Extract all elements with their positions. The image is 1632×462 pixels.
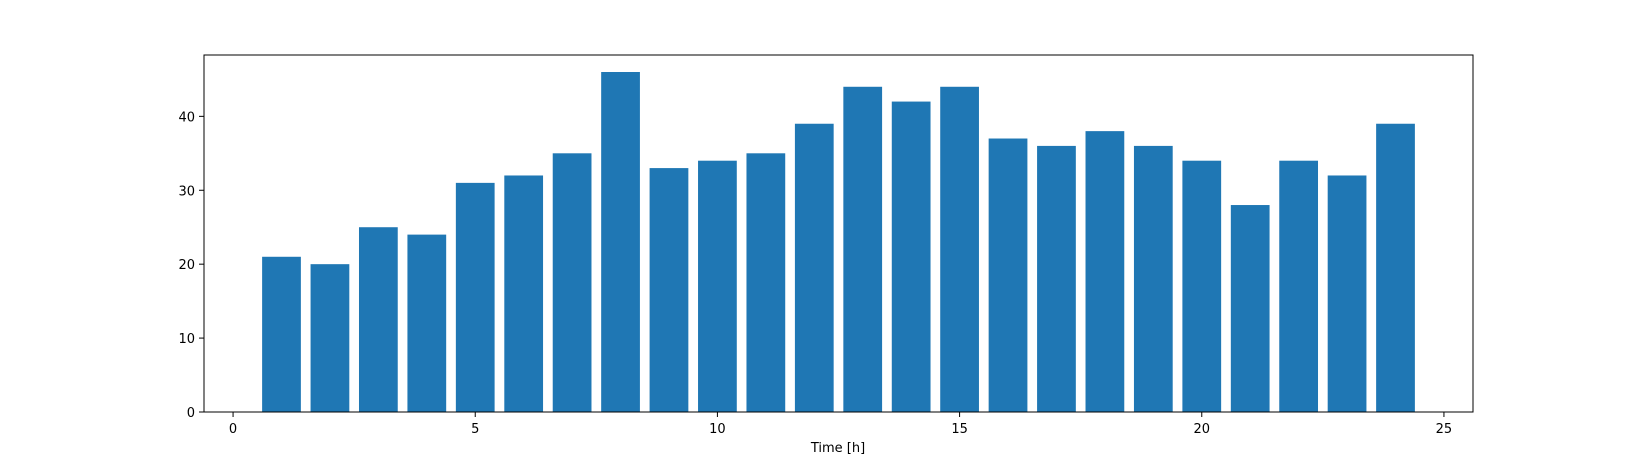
- bar-18: [1085, 131, 1125, 412]
- bar-23: [1327, 175, 1367, 412]
- bar-19: [1133, 145, 1173, 412]
- x-tick-label: 0: [229, 422, 237, 437]
- bar-20: [1182, 160, 1222, 412]
- bar-10: [698, 160, 737, 412]
- y-tick-label: 20: [178, 258, 195, 273]
- x-tick-label: 25: [1436, 422, 1453, 437]
- x-tick-label: 5: [471, 422, 479, 437]
- plot-frame: [203, 54, 1474, 413]
- bar-8: [601, 72, 640, 412]
- x-tick-label: 15: [951, 422, 968, 437]
- bar-11: [746, 153, 786, 413]
- bar-1: [262, 256, 301, 412]
- y-axis: 0 10 20 30 40: [178, 110, 204, 421]
- y-tick-label: 30: [178, 184, 195, 199]
- x-axis-label: Time [h]: [810, 441, 865, 456]
- bar-4: [407, 234, 447, 412]
- bars-group: [262, 72, 1415, 413]
- x-tick-label: 20: [1193, 422, 1210, 437]
- bar-17: [1037, 145, 1076, 412]
- bar-5: [455, 182, 495, 412]
- bar-16: [988, 138, 1028, 412]
- bar-2: [310, 264, 350, 412]
- bar-24: [1376, 123, 1415, 413]
- y-tick-label: 0: [187, 406, 195, 421]
- y-tick-label: 10: [178, 332, 195, 347]
- bar-22: [1279, 160, 1319, 412]
- bar-3: [358, 227, 398, 412]
- bar-9: [649, 168, 689, 412]
- bar-7: [552, 153, 592, 413]
- bar-13: [843, 86, 883, 412]
- x-tick-label: 10: [709, 422, 726, 437]
- bar-14: [891, 101, 931, 412]
- bar-6: [504, 175, 544, 412]
- y-tick-label: 40: [178, 110, 195, 125]
- bar-15: [940, 86, 979, 412]
- bar-21: [1230, 205, 1270, 412]
- x-axis: 0 5 10 15 20 25: [229, 412, 1452, 437]
- bar-12: [794, 123, 834, 413]
